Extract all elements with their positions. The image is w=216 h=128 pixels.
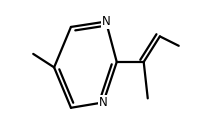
Text: N: N <box>102 15 110 28</box>
Text: N: N <box>99 96 108 109</box>
